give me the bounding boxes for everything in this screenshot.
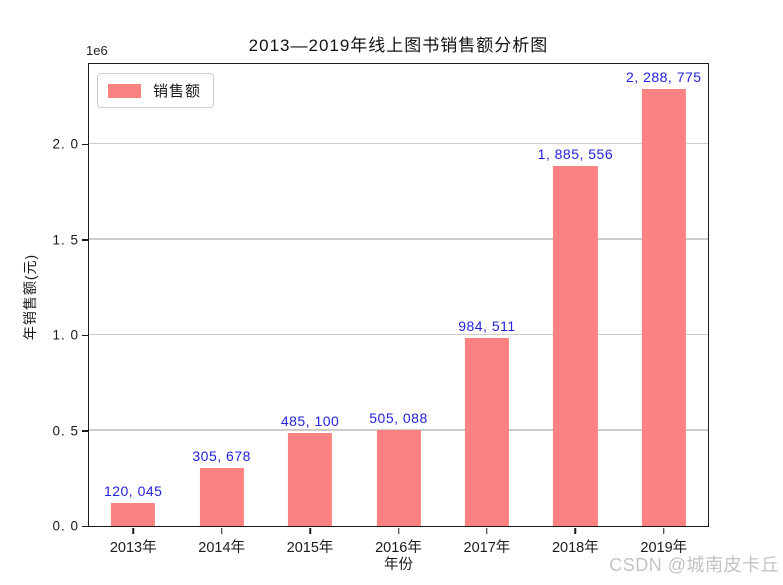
legend-swatch-icon xyxy=(108,83,141,98)
watermark: CSDN @城南皮卡丘 xyxy=(609,555,779,575)
x-tick-mark xyxy=(663,527,665,534)
plot-area: 销售额 0. 0 0. 5 1. 0 1. 5 2. 0 120, 045 2013年 305… xyxy=(52,63,709,556)
legend-label: 销售额 xyxy=(153,83,202,100)
chart-title: 2013—2019年线上图书销售额分析图 xyxy=(248,36,549,55)
x-tick-label: 2017年 xyxy=(463,540,511,556)
y-tick-mark xyxy=(81,239,88,241)
x-tick-mark xyxy=(486,527,488,534)
y-tick-label: 0. 5 xyxy=(52,423,79,439)
y-tick-mark xyxy=(81,143,88,146)
bar-value-label: 984, 511 xyxy=(458,318,516,335)
legend: 销售额 xyxy=(97,73,215,108)
y-tick-label: 1. 5 xyxy=(52,232,79,248)
bar-value-label: 2, 288, 775 xyxy=(626,69,702,86)
y-tick-label: 0. 0 xyxy=(52,518,79,534)
bar xyxy=(199,467,244,526)
bar-value-label: 120, 045 xyxy=(103,483,163,500)
x-tick-mark xyxy=(397,527,400,534)
bar xyxy=(287,433,333,526)
bar-value-label: 1, 885, 556 xyxy=(537,146,614,163)
x-tick-mark xyxy=(220,527,223,534)
y-tick-label: 1. 0 xyxy=(52,327,79,343)
x-tick-label: 2013年 xyxy=(109,540,157,556)
y-tick-label: 2. 0 xyxy=(52,136,79,152)
bar-value-label: 505, 088 xyxy=(369,409,428,426)
x-tick-mark xyxy=(309,527,311,534)
x-tick-label: 2019年 xyxy=(640,540,688,556)
x-axis-title: 年份 xyxy=(384,557,413,573)
bar xyxy=(464,338,510,526)
x-tick-label: 2014年 xyxy=(198,540,246,556)
bar xyxy=(553,166,598,526)
y-axis-title: 年销售额(元) xyxy=(22,253,38,341)
gridline xyxy=(89,142,708,145)
y-tick-mark xyxy=(81,525,88,527)
bar-value-label: 305, 678 xyxy=(192,447,251,464)
bar xyxy=(641,89,686,526)
bar xyxy=(111,503,156,526)
y-tick-mark xyxy=(81,430,88,432)
x-tick-label: 2016年 xyxy=(375,540,422,556)
gridline xyxy=(89,238,708,240)
x-tick-label: 2018年 xyxy=(551,540,599,556)
gridline xyxy=(89,333,708,336)
bar xyxy=(376,429,421,526)
x-tick-mark xyxy=(574,527,577,534)
x-tick-mark xyxy=(132,527,134,534)
bar-value-label: 485, 100 xyxy=(280,413,340,430)
y-axis-offset-label: 1e6 xyxy=(86,43,108,58)
y-tick-mark xyxy=(81,334,88,337)
x-tick-label: 2015年 xyxy=(286,540,334,556)
